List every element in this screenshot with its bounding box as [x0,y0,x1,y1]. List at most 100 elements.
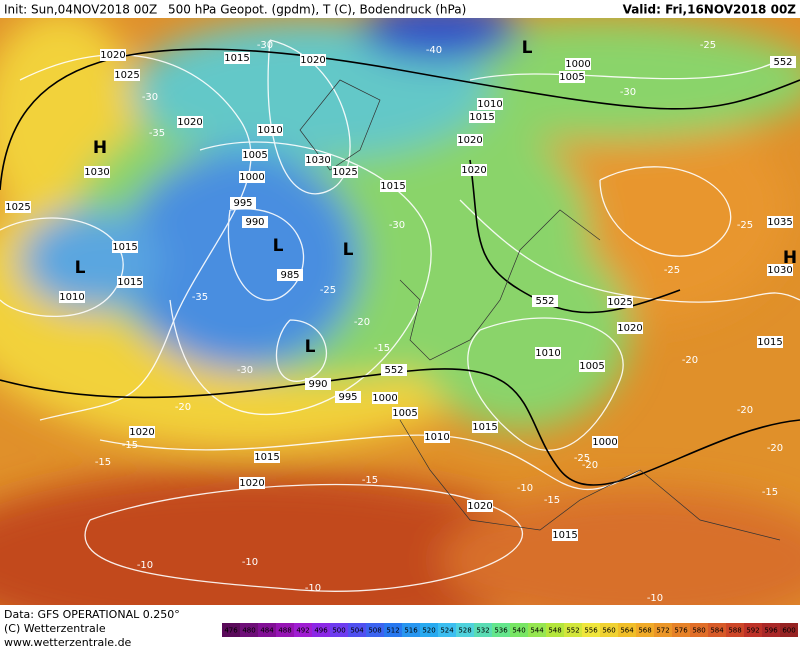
colorbar-label: 500 [332,627,345,635]
isobar-label: 1015 [757,337,782,348]
isobar-label: 1020 [129,427,154,438]
colorbar-swatch [510,623,528,637]
label-box [230,197,256,209]
colorbar-label: 476 [224,627,238,635]
colorbar-label: 524 [440,627,454,635]
isobar-label: 985 [280,270,299,281]
isobar-label: 1005 [579,361,604,372]
colorbar-label: 540 [512,627,525,635]
isobar-label: 995 [233,198,252,209]
label-box [5,201,31,213]
temperature-label: -10 [242,557,258,568]
header-band [0,0,800,18]
label-box [457,134,483,146]
label-box [381,364,407,376]
temperature-label: -30 [389,220,405,231]
label-box [224,52,250,64]
isobar-label: 990 [245,217,264,228]
label-box [305,378,331,390]
colorbar-swatch [744,623,762,637]
label-box [770,56,796,68]
colorbar-label: 564 [620,627,634,635]
isobar-label: 1005 [559,72,584,83]
colorbar-swatch [294,623,312,637]
label-box [767,264,793,276]
colorbar-swatch [438,623,456,637]
colorbar-label: 584 [710,627,724,635]
label-box [332,166,358,178]
label-box [129,426,155,438]
colorbar-label: 596 [764,627,778,635]
label-box [277,269,303,281]
isobar-label: 1025 [607,297,632,308]
colorbar-swatch [366,623,384,637]
website: www.wetterzentrale.de [4,636,132,649]
label-box [477,98,503,110]
isobar-label: 1015 [552,530,577,541]
label-box [535,347,561,359]
label-box [84,166,110,178]
isobar-label: 1005 [242,150,267,161]
label-box [472,421,498,433]
temperature-label: -10 [647,593,663,604]
pressure-center: L [273,236,284,256]
colorbar: 476 480 484 488 492 496 500 504 508 512 516 520 524 5… [222,623,798,637]
isobar-label: 1015 [472,422,497,433]
temperature-label: -15 [544,495,560,506]
label-box [239,171,265,183]
temperature-label: -35 [149,128,165,139]
isobar-label: 1010 [535,348,560,359]
colorbar-swatch [582,623,600,637]
copyright: (C) Wetterzentrale [4,622,106,635]
isobar-label: 1000 [565,59,590,70]
label-box [565,58,591,70]
pressure-center: H [783,248,797,268]
colorbar-swatch [636,623,654,637]
colorbar-label: 528 [458,627,471,635]
colorbar-label: 580 [692,627,705,635]
temperature-label: -20 [767,443,783,454]
isobar-label: 1010 [59,292,84,303]
colorbar-swatch [240,623,258,637]
isobar-label: 1015 [254,452,279,463]
temperature-label: -30 [142,92,158,103]
colorbar-swatch [348,623,366,637]
label-box [242,216,268,228]
colorbar-swatch [780,623,798,637]
colorbar-swatch [726,623,744,637]
colorbar-label: 576 [674,627,688,635]
geopotential-label: 552 [535,296,554,307]
isobar-label: 1010 [257,125,282,136]
isobar-label: 1015 [469,112,494,123]
colorbar-label: 568 [638,627,651,635]
label-box [467,500,493,512]
temperature-label: -10 [137,560,153,571]
colorbar-swatch [762,623,780,637]
colorbar-swatch [312,623,330,637]
pressure-center: L [522,38,533,58]
isobar-label: 1025 [332,167,357,178]
label-box [254,451,280,463]
temperature-label: -20 [354,317,370,328]
temperature-label: -30 [620,87,636,98]
label-box [424,431,450,443]
colorbar-label: 504 [350,627,364,635]
temperature-label: -40 [426,45,442,56]
isobar-label: 990 [308,379,327,390]
colorbar-swatch [384,623,402,637]
isobar-label: 1000 [592,437,617,448]
colorbar-swatch [672,623,690,637]
label-box [767,216,793,228]
colorbar-label: 544 [530,627,544,635]
pressure-center: L [305,337,316,357]
label-box [335,391,361,403]
isobar-label: 1030 [84,167,109,178]
colorbar-swatch [708,623,726,637]
colorbar-label: 516 [404,627,418,635]
isobar-label: 1000 [372,393,397,404]
temperature-label: -20 [737,405,753,416]
temperature-label: -25 [664,265,680,276]
colorbar-swatch [258,623,276,637]
temperature-label: -15 [95,457,111,468]
temperature-label: -15 [362,475,378,486]
